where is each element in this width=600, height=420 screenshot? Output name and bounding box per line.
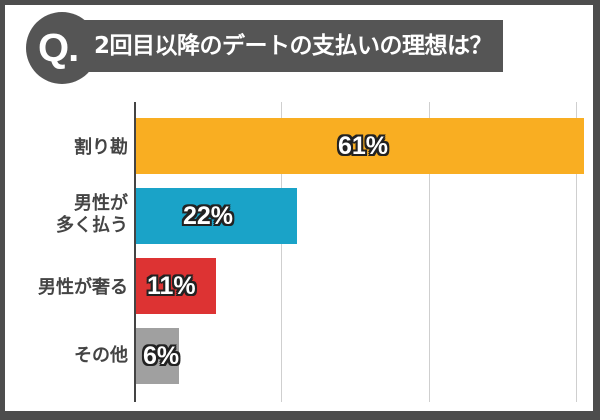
category-label-man-pays-more: 男性が 多く払う xyxy=(56,193,128,236)
category-label-other: その他 xyxy=(74,345,128,366)
gridline-60 xyxy=(576,102,577,402)
value-label-man-pays-more: 22% xyxy=(183,202,234,230)
question-mark-label: Q. xyxy=(38,26,79,70)
value-label-man-treats: 11% xyxy=(147,272,196,300)
category-label-split: 割り勘 xyxy=(74,137,128,158)
value-label-split: 61% xyxy=(338,132,389,160)
bar-man-treats: 11% xyxy=(135,258,216,314)
gridline-40 xyxy=(429,102,430,402)
value-label-other: 6% xyxy=(143,342,180,370)
bar-man-pays-more: 22% xyxy=(135,188,297,244)
question-circle-badge xyxy=(26,12,98,84)
category-label-man-treats: 男性が奢る xyxy=(38,277,128,298)
bar-other: 6% xyxy=(135,328,179,384)
bar-split: 61% xyxy=(135,118,584,174)
gridline-20 xyxy=(281,102,282,402)
title-banner xyxy=(78,20,503,72)
chart-frame xyxy=(5,5,593,411)
chart-title: 2回目以降のデートの支払いの理想は？ xyxy=(94,33,493,59)
y-axis-line xyxy=(134,102,136,402)
